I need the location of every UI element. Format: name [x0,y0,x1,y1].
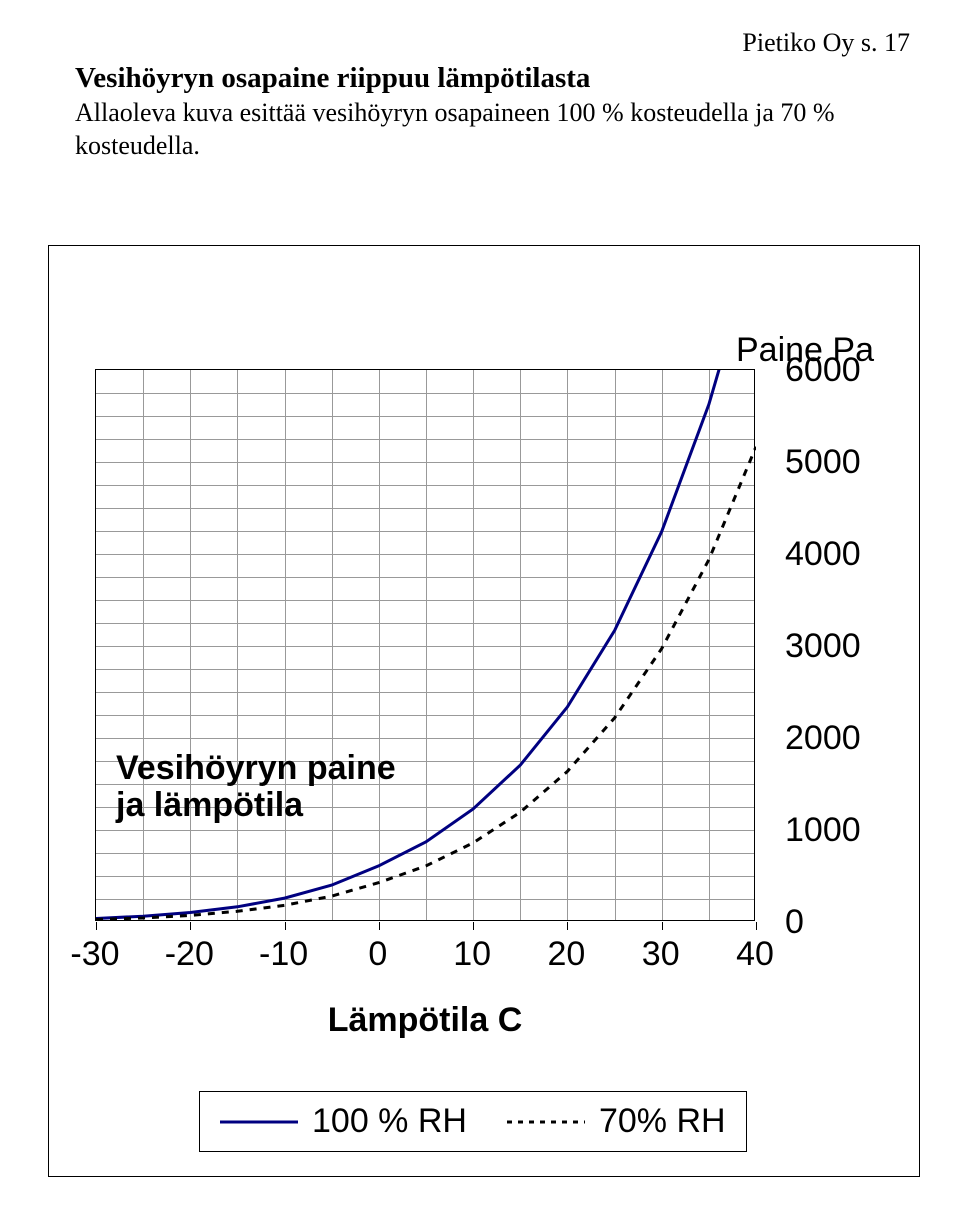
x-tick [567,922,568,930]
chart-inline-label: Vesihöyryn paine ja lämpötila [116,750,396,825]
x-tick [190,922,191,930]
page-title: Vesihöyryn osapaine riippuu lämpötilasta [75,62,910,95]
legend-swatch-70rh [507,1117,585,1127]
y-tick-label: 2000 [785,719,861,758]
series-70rh [96,447,756,920]
chart-container: Paine Pa Vesihöyryn paine ja lämpötila 0… [48,245,920,1177]
y-tick-label: 3000 [785,627,861,666]
page-header-right: Pietiko Oy s. 17 [75,28,910,58]
y-tick-label: 5000 [785,443,861,482]
page-subtitle: Allaoleva kuva esittää vesihöyryn osapai… [75,97,910,162]
x-tick-label: -30 [70,935,119,974]
y-tick-label: 0 [785,903,804,942]
chart-svg [96,370,756,922]
x-tick [96,922,97,930]
chart-inline-label-line2: ja lämpötila [116,787,396,824]
y-tick-label: 1000 [785,811,861,850]
x-axis-title: Lämpötila C [328,1001,523,1040]
y-tick-label: 6000 [785,351,861,390]
legend-label-70rh: 70% RH [599,1102,726,1141]
x-tick-label: -10 [259,935,308,974]
x-tick-label: 30 [642,935,680,974]
legend-swatch-100rh [220,1117,298,1127]
x-tick [756,922,757,930]
x-tick [379,922,380,930]
chart-plot-area: Vesihöyryn paine ja lämpötila [95,369,755,921]
x-tick-label: 0 [368,935,387,974]
y-tick-label: 4000 [785,535,861,574]
x-tick [473,922,474,930]
x-tick-label: 20 [548,935,586,974]
x-tick-label: -20 [165,935,214,974]
x-tick [662,922,663,930]
chart-legend: 100 % RH 70% RH [199,1091,747,1152]
x-tick-label: 10 [453,935,491,974]
legend-item-70rh: 70% RH [507,1102,726,1141]
legend-item-100rh: 100 % RH [220,1102,467,1141]
legend-label-100rh: 100 % RH [312,1102,467,1141]
x-tick [285,922,286,930]
x-tick-label: 40 [736,935,774,974]
chart-inline-label-line1: Vesihöyryn paine [116,750,396,787]
